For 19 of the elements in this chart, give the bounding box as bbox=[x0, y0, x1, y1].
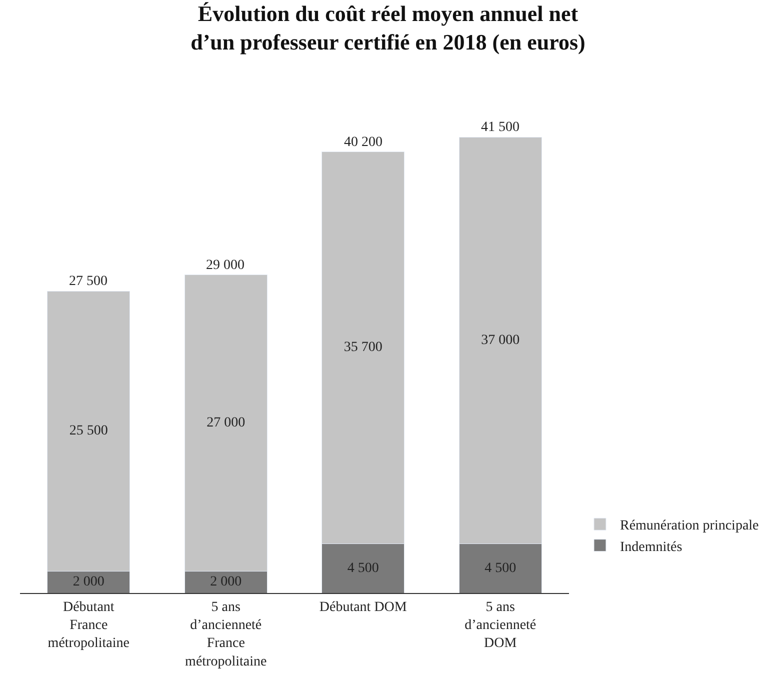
legend-label: Indemnités bbox=[620, 540, 682, 555]
total-label: 27 500 bbox=[69, 274, 108, 289]
x-tick-label: Débutant DOM bbox=[319, 600, 408, 615]
data-label: 37 000 bbox=[481, 332, 520, 348]
x-tick-label: Débutant France métropolitaine bbox=[48, 600, 130, 652]
x-tick-label: 5 ans d’ancienneté DOM bbox=[464, 600, 536, 652]
total-label: 41 500 bbox=[481, 120, 520, 135]
total-label: 40 200 bbox=[344, 135, 382, 150]
data-label: 2 000 bbox=[210, 574, 242, 590]
x-tick-label: 5 ans d’ancienneté France métropolitaine bbox=[185, 600, 267, 670]
chart-title: Évolution du coût réel moyen annuel net d’un professeur certifié en 2018 (en euros) bbox=[190, 0, 586, 54]
data-label: 27 000 bbox=[206, 415, 246, 430]
data-label: 35 700 bbox=[344, 340, 382, 356]
total-label: 29 000 bbox=[206, 258, 244, 273]
data-label: 2 000 bbox=[72, 574, 104, 590]
data-label: 4 500 bbox=[484, 560, 516, 576]
data-label: 4 500 bbox=[347, 560, 379, 576]
legend-label: Rémunération principale bbox=[620, 518, 759, 534]
data-label: 25 500 bbox=[69, 424, 108, 439]
